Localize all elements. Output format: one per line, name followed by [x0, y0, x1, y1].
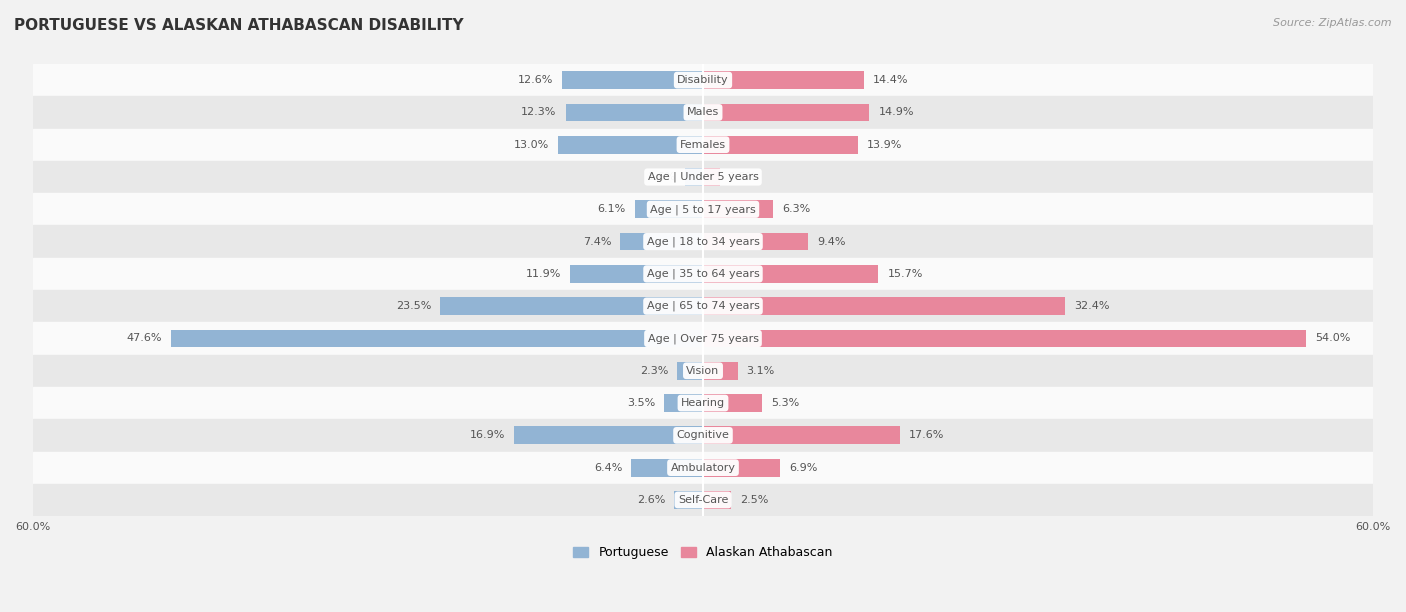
Bar	[703, 459, 780, 477]
Bar	[673, 491, 703, 509]
Bar	[636, 200, 703, 218]
Bar	[32, 193, 1374, 225]
Bar	[32, 129, 1374, 161]
Bar	[703, 71, 863, 89]
Bar	[565, 103, 703, 121]
Text: 23.5%: 23.5%	[396, 301, 432, 311]
Bar	[678, 362, 703, 379]
Bar	[685, 168, 703, 186]
Text: 6.3%: 6.3%	[782, 204, 811, 214]
Bar	[172, 330, 703, 348]
Bar	[32, 96, 1374, 129]
Bar	[32, 290, 1374, 323]
Text: 1.5%: 1.5%	[728, 172, 756, 182]
Text: Hearing: Hearing	[681, 398, 725, 408]
Bar	[32, 161, 1374, 193]
Bar	[664, 394, 703, 412]
Bar	[703, 297, 1064, 315]
Text: PORTUGUESE VS ALASKAN ATHABASCAN DISABILITY: PORTUGUESE VS ALASKAN ATHABASCAN DISABIL…	[14, 18, 464, 34]
Text: 9.4%: 9.4%	[817, 237, 845, 247]
Text: 16.9%: 16.9%	[470, 430, 505, 441]
Bar	[703, 362, 738, 379]
Text: Age | 35 to 64 years: Age | 35 to 64 years	[647, 269, 759, 279]
Text: Vision: Vision	[686, 366, 720, 376]
Text: 12.3%: 12.3%	[522, 107, 557, 118]
Text: Cognitive: Cognitive	[676, 430, 730, 441]
Text: Source: ZipAtlas.com: Source: ZipAtlas.com	[1274, 18, 1392, 28]
Bar	[440, 297, 703, 315]
Bar	[631, 459, 703, 477]
Bar	[703, 427, 900, 444]
Text: 12.6%: 12.6%	[517, 75, 554, 85]
Text: Males: Males	[688, 107, 718, 118]
Text: 6.1%: 6.1%	[598, 204, 626, 214]
Bar	[703, 200, 773, 218]
Bar	[32, 484, 1374, 516]
Text: 3.1%: 3.1%	[747, 366, 775, 376]
Bar	[703, 265, 879, 283]
Bar	[32, 323, 1374, 354]
Text: 32.4%: 32.4%	[1074, 301, 1109, 311]
Bar	[703, 168, 720, 186]
Text: 6.4%: 6.4%	[595, 463, 623, 472]
Bar	[703, 136, 858, 154]
Text: Age | 65 to 74 years: Age | 65 to 74 years	[647, 301, 759, 312]
Text: Age | Under 5 years: Age | Under 5 years	[648, 172, 758, 182]
Text: 13.9%: 13.9%	[868, 140, 903, 150]
Text: 14.9%: 14.9%	[879, 107, 914, 118]
Text: 15.7%: 15.7%	[887, 269, 922, 279]
Text: Self-Care: Self-Care	[678, 495, 728, 505]
Text: 3.5%: 3.5%	[627, 398, 655, 408]
Text: 17.6%: 17.6%	[908, 430, 943, 441]
Bar	[569, 265, 703, 283]
Bar	[32, 419, 1374, 452]
Bar	[703, 491, 731, 509]
Text: 7.4%: 7.4%	[583, 237, 612, 247]
Bar	[558, 136, 703, 154]
Text: 2.6%: 2.6%	[637, 495, 665, 505]
Bar	[32, 225, 1374, 258]
Bar	[32, 354, 1374, 387]
Bar	[703, 394, 762, 412]
Text: 54.0%: 54.0%	[1315, 334, 1351, 343]
Bar	[32, 452, 1374, 484]
Text: 5.3%: 5.3%	[770, 398, 800, 408]
Bar	[562, 71, 703, 89]
Text: Females: Females	[681, 140, 725, 150]
Legend: Portuguese, Alaskan Athabascan: Portuguese, Alaskan Athabascan	[568, 541, 838, 564]
Bar	[703, 233, 808, 250]
Text: 14.4%: 14.4%	[873, 75, 908, 85]
Text: Ambulatory: Ambulatory	[671, 463, 735, 472]
Text: 2.3%: 2.3%	[640, 366, 668, 376]
Text: 2.5%: 2.5%	[740, 495, 768, 505]
Text: Age | 5 to 17 years: Age | 5 to 17 years	[650, 204, 756, 215]
Text: 6.9%: 6.9%	[789, 463, 817, 472]
Text: Age | Over 75 years: Age | Over 75 years	[648, 333, 758, 344]
Bar	[32, 64, 1374, 96]
Text: Age | 18 to 34 years: Age | 18 to 34 years	[647, 236, 759, 247]
Bar	[703, 330, 1306, 348]
Text: 11.9%: 11.9%	[526, 269, 561, 279]
Text: 1.6%: 1.6%	[648, 172, 676, 182]
Bar	[620, 233, 703, 250]
Bar	[703, 103, 869, 121]
Text: 13.0%: 13.0%	[513, 140, 548, 150]
Bar	[32, 258, 1374, 290]
Bar	[32, 387, 1374, 419]
Text: Disability: Disability	[678, 75, 728, 85]
Bar	[515, 427, 703, 444]
Text: 47.6%: 47.6%	[127, 334, 162, 343]
